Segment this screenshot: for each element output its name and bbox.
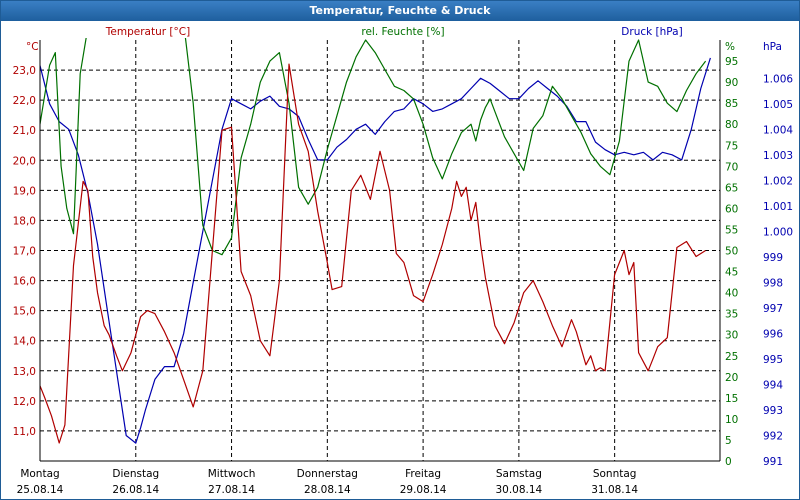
pressure-tick-label: 991 [763, 456, 783, 468]
series-layer [40, 38, 711, 444]
humidity-tick-label: 45 [725, 267, 738, 279]
humidity-axis-ticks: 0 5 10 15 20 25 30 35 40 45 50 55 60 65 70 75 80 85 90 95 [725, 56, 738, 468]
x-tick-date: 29.08.14 [400, 484, 447, 496]
temperature-tick-label: 22,0 [13, 95, 36, 107]
humidity-tick-label: 25 [725, 351, 738, 363]
humidity-tick-label: 60 [725, 203, 738, 215]
temperature-tick-label: 21,0 [13, 125, 36, 137]
humidity-tick-label: 15 [725, 393, 738, 405]
humidity-tick-label: 40 [725, 288, 738, 300]
temperature-axis-ticks: 11,0 12,0 13,0 14,0 15,0 16,0 17,0 18,0 19,0 20,0… [13, 65, 36, 438]
humidity-tick-label: 10 [725, 414, 738, 426]
pressure-tick-label: 993 [763, 405, 783, 417]
temperature-tick-label: 23,0 [13, 65, 36, 77]
window-title: Temperatur, Feuchte & Druck [1, 1, 799, 21]
pressure-tick-label: 992 [763, 430, 783, 442]
x-tick-date: 30.08.14 [495, 484, 542, 496]
series-line-humidity [40, 38, 707, 256]
temperature-tick-label: 20,0 [13, 155, 36, 167]
pressure-tick-label: 994 [763, 379, 783, 391]
temperature-unit-label: °C [26, 41, 39, 53]
pressure-tick-label: 1.001 [763, 201, 793, 213]
temperature-tick-label: 18,0 [13, 215, 36, 227]
x-tick-day: Dienstag [112, 468, 159, 480]
humidity-tick-label: 75 [725, 140, 738, 152]
x-tick-day: Donnerstag [297, 468, 358, 480]
temperature-tick-label: 17,0 [13, 246, 36, 258]
temperature-axis-label: Temperatur [°C] [105, 26, 190, 38]
x-axis-ticks: Montag 25.08.14 Dienstag 26.08.14 Mittwoch 27… [17, 468, 639, 496]
x-tick-day: Montag [20, 468, 59, 480]
humidity-unit-label: % [725, 41, 735, 53]
pressure-tick-label: 1.004 [763, 124, 793, 136]
humidity-tick-label: 70 [725, 161, 738, 173]
humidity-tick-label: 55 [725, 224, 738, 236]
series-line-temperature [40, 63, 706, 444]
x-tick-day: Samstag [496, 468, 542, 480]
pressure-tick-label: 1.006 [763, 73, 793, 85]
pressure-tick-label: 1.002 [763, 175, 793, 187]
x-tick-date: 25.08.14 [17, 484, 64, 496]
temperature-tick-label: 15,0 [13, 306, 36, 318]
pressure-tick-label: 999 [763, 252, 783, 264]
series-line-pressure [40, 57, 711, 444]
humidity-tick-label: 85 [725, 98, 738, 110]
pressure-tick-label: 995 [763, 354, 783, 366]
pressure-tick-label: 996 [763, 328, 783, 340]
pressure-tick-label: 1.000 [763, 226, 793, 238]
humidity-tick-label: 30 [725, 330, 738, 342]
temperature-tick-label: 19,0 [13, 185, 36, 197]
pressure-axis-ticks: 991 992 993 994 995 996 997 998 999 1.000 1.001 1.0… [763, 73, 793, 468]
x-tick-day: Sonntag [593, 468, 637, 480]
x-tick-date: 28.08.14 [304, 484, 351, 496]
temperature-tick-label: 14,0 [13, 336, 36, 348]
x-tick-day: Mittwoch [208, 468, 256, 480]
humidity-tick-label: 65 [725, 182, 738, 194]
pressure-unit-label: hPa [763, 41, 782, 53]
humidity-axis-label: rel. Feuchte [%] [361, 26, 444, 38]
humidity-tick-label: 95 [725, 56, 738, 68]
humidity-tick-label: 0 [725, 456, 732, 468]
pressure-tick-label: 997 [763, 303, 783, 315]
humidity-tick-label: 80 [725, 119, 738, 131]
x-tick-date: 31.08.14 [591, 484, 638, 496]
x-tick-date: 26.08.14 [112, 484, 159, 496]
temperature-tick-label: 11,0 [13, 426, 36, 438]
grid-lines [40, 40, 720, 461]
x-tick-day: Freitag [405, 468, 441, 480]
x-tick-date: 27.08.14 [208, 484, 255, 496]
humidity-tick-label: 90 [725, 77, 738, 89]
humidity-tick-label: 35 [725, 309, 738, 321]
pressure-tick-label: 998 [763, 277, 783, 289]
pressure-tick-label: 1.003 [763, 150, 793, 162]
temperature-tick-label: 12,0 [13, 396, 36, 408]
temperature-tick-label: 13,0 [13, 366, 36, 378]
pressure-tick-label: 1.005 [763, 99, 793, 111]
humidity-tick-label: 5 [725, 435, 732, 447]
pressure-axis-label: Druck [hPa] [621, 26, 682, 38]
humidity-tick-label: 50 [725, 246, 738, 258]
temperature-tick-label: 16,0 [13, 276, 36, 288]
humidity-tick-label: 20 [725, 372, 738, 384]
